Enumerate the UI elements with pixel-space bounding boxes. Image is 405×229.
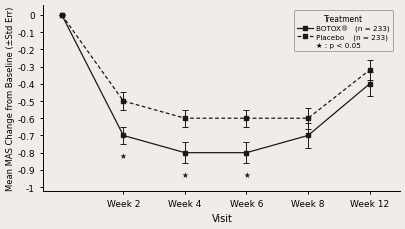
Text: ★: ★ — [243, 170, 249, 179]
Text: ★: ★ — [119, 151, 126, 160]
Y-axis label: Mean MAS Change from Baseline (±Std Err): Mean MAS Change from Baseline (±Std Err) — [6, 6, 15, 190]
X-axis label: Visit: Visit — [211, 213, 232, 224]
Legend: BOTOX®   (n = 233), Placebo    (n = 233), ★ : p < 0.05: BOTOX® (n = 233), Placebo (n = 233), ★ :… — [293, 11, 392, 52]
Text: ★: ★ — [181, 170, 188, 179]
